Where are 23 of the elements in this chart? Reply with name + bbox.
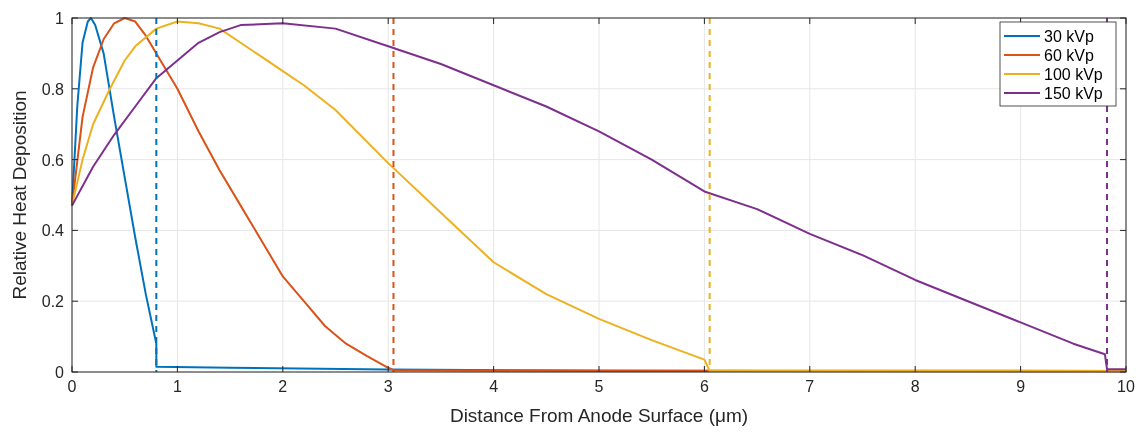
- x-tick-label: 3: [383, 378, 393, 395]
- y-tick-label: 0.6: [41, 151, 65, 169]
- legend-label: 60 kVp: [1044, 47, 1094, 64]
- x-tick-label: 7: [805, 378, 815, 395]
- y-tick-label: 0: [55, 364, 65, 381]
- y-tick-label: 0.8: [41, 80, 65, 98]
- legend-label: 30 kVp: [1044, 28, 1094, 45]
- x-tick-label: 4: [489, 378, 499, 395]
- x-tick-label: 5: [594, 378, 604, 395]
- y-tick-label: 1: [55, 10, 65, 27]
- x-tick-label: 2: [278, 378, 288, 395]
- legend-label: 150 kVp: [1044, 85, 1103, 102]
- x-tick-label: 8: [910, 378, 920, 395]
- x-axis-title: Distance From Anode Surface (μm): [449, 405, 749, 426]
- x-tick-label: 10: [1117, 378, 1135, 395]
- y-tick-label: 0.2: [41, 293, 65, 311]
- x-tick-label: 6: [699, 378, 709, 395]
- x-tick-label: 9: [1016, 378, 1026, 395]
- x-tick-label: 1: [172, 378, 182, 395]
- legend-label: 100 kVp: [1044, 66, 1103, 83]
- y-tick-label: 0.4: [41, 222, 65, 240]
- y-axis-title: Relative Heat Deposition: [9, 90, 30, 300]
- x-tick-label: 0: [67, 378, 77, 395]
